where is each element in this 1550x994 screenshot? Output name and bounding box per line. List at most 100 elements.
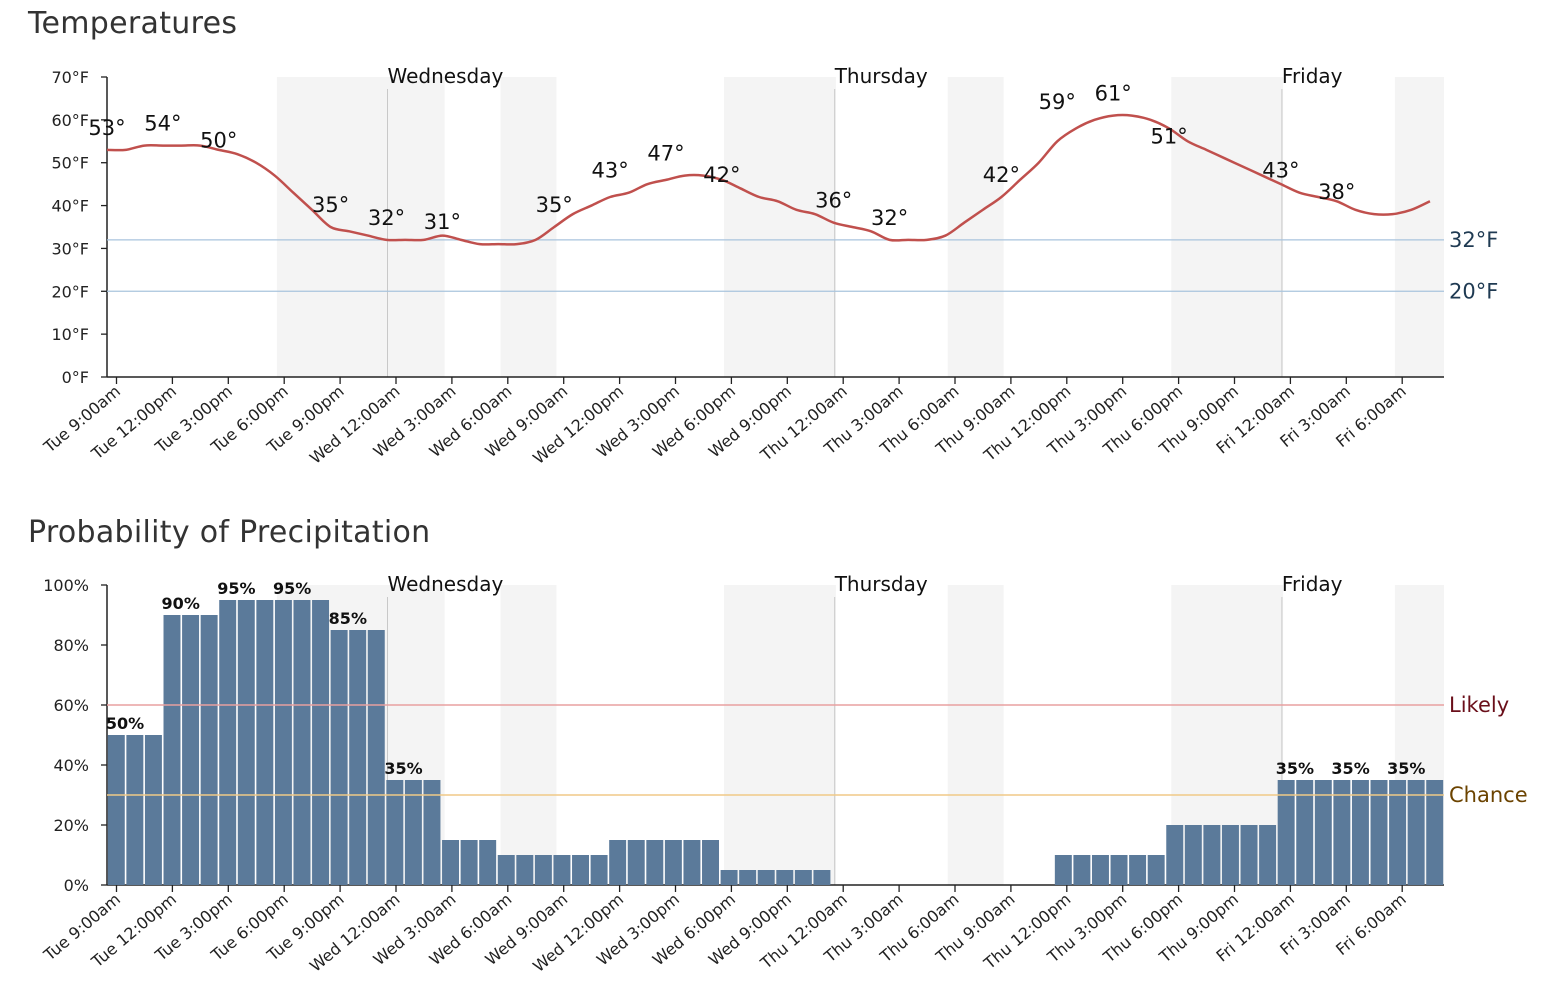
temp-day-label: Wednesday	[388, 64, 504, 88]
temp-night-band	[1171, 77, 1284, 377]
precip-bar	[516, 855, 534, 885]
precip-night-band	[724, 585, 836, 885]
precip-bar	[813, 870, 831, 885]
precip-bar	[367, 630, 385, 885]
precip-bar	[1370, 780, 1388, 885]
temp-y-tick-label: 0°F	[62, 368, 89, 387]
precip-y-tick-label: 40%	[53, 756, 89, 775]
temperature-series-line	[106, 113, 1431, 246]
precip-bar	[1333, 780, 1351, 885]
precip-bar-label: 35%	[384, 759, 422, 778]
temperature-point-label: 61°	[1095, 82, 1132, 106]
precip-night-band	[500, 585, 557, 885]
precip-bar	[1240, 825, 1258, 885]
precip-day-label: Wednesday	[388, 572, 504, 596]
precip-bar	[200, 615, 218, 885]
precip-y-tick-label: 60%	[53, 696, 89, 715]
temp-y-tick-label: 10°F	[51, 325, 89, 344]
precip-bar	[423, 780, 441, 885]
precip-bar	[404, 780, 422, 885]
precip-bar	[1203, 825, 1221, 885]
temp-y-tick-label: 70°F	[51, 68, 89, 87]
temp-reference-label: 32°F	[1449, 228, 1498, 252]
temp-y-tick-label: 50°F	[51, 154, 89, 173]
precip-bar	[330, 630, 348, 885]
precip-bar	[442, 840, 460, 885]
precip-bar	[237, 600, 255, 885]
precip-bar-label: 35%	[1276, 759, 1314, 778]
precip-bar	[1296, 780, 1314, 885]
precip-bar	[1407, 780, 1425, 885]
temperature-point-label: 50°	[200, 129, 237, 153]
temp-night-band	[724, 77, 836, 377]
temperature-point-label: 43°	[591, 159, 628, 183]
precip-bar-label: 95%	[217, 579, 255, 598]
precip-bar	[274, 600, 292, 885]
temp-reference-label: 20°F	[1449, 279, 1498, 303]
precip-bar	[1129, 855, 1147, 885]
precip-bar	[646, 840, 664, 885]
precip-bar	[1073, 855, 1091, 885]
precip-bar-label: 95%	[273, 579, 311, 598]
temperature-point-label: 43°	[1262, 159, 1299, 183]
precip-bar	[126, 735, 144, 885]
precip-bar-label: 50%	[106, 714, 144, 733]
temp-night-band	[500, 77, 557, 377]
temp-night-band	[1394, 77, 1444, 377]
precip-bar	[1277, 780, 1295, 885]
temp-y-tick-label: 60°F	[51, 111, 89, 130]
precip-bar	[460, 840, 478, 885]
precip-bar	[572, 855, 590, 885]
precip-bar	[1426, 780, 1444, 885]
precip-bar	[590, 855, 608, 885]
precip-bar	[497, 855, 515, 885]
temperature-point-label: 59°	[1039, 90, 1076, 114]
temperature-point-label: 35°	[312, 193, 349, 217]
precip-bar	[182, 615, 200, 885]
precip-bar	[683, 840, 701, 885]
precip-bar	[144, 735, 162, 885]
precip-reference-label: Likely	[1449, 693, 1509, 717]
precip-bar	[1166, 825, 1184, 885]
precip-bar	[664, 840, 682, 885]
precip-y-tick-label: 80%	[53, 636, 89, 655]
temperature-point-label: 42°	[703, 163, 740, 187]
precip-bar	[1351, 780, 1369, 885]
temperature-point-label: 53°	[88, 116, 125, 140]
temperature-point-label: 47°	[647, 142, 684, 166]
temperatures-chart-title: Temperatures	[28, 6, 238, 41]
temp-day-label: Friday	[1282, 64, 1343, 88]
temperature-point-label: 38°	[1318, 180, 1355, 204]
precip-bar	[479, 840, 497, 885]
precip-bar	[1110, 855, 1128, 885]
temp-night-band	[276, 77, 445, 377]
precip-bar	[256, 600, 274, 885]
precip-bar-label: 35%	[1387, 759, 1425, 778]
precip-bar	[312, 600, 330, 885]
precip-bar	[794, 870, 812, 885]
precip-bar	[219, 600, 237, 885]
precip-bar	[1147, 855, 1165, 885]
temperature-point-label: 31°	[424, 210, 461, 234]
precip-bar	[776, 870, 794, 885]
temp-y-tick-label: 20°F	[51, 282, 89, 301]
precip-bar	[627, 840, 645, 885]
precip-bar-label: 35%	[1331, 759, 1369, 778]
precip-y-tick-label: 20%	[53, 816, 89, 835]
precip-bar-label: 90%	[162, 594, 200, 613]
temperature-point-label: 32°	[871, 206, 908, 230]
precip-y-tick-label: 100%	[43, 576, 89, 595]
precip-bar	[163, 615, 181, 885]
temperature-point-label: 54°	[144, 112, 181, 136]
temperature-point-label: 36°	[815, 189, 852, 213]
temp-y-tick-label: 30°F	[51, 239, 89, 258]
precip-bar	[609, 840, 627, 885]
precip-bar	[1091, 855, 1109, 885]
precip-bar	[720, 870, 738, 885]
precip-bar	[757, 870, 775, 885]
precip-bar	[1184, 825, 1202, 885]
precip-bar	[1054, 855, 1072, 885]
precip-bar	[1389, 780, 1407, 885]
precip-bar-label: 85%	[329, 609, 367, 628]
